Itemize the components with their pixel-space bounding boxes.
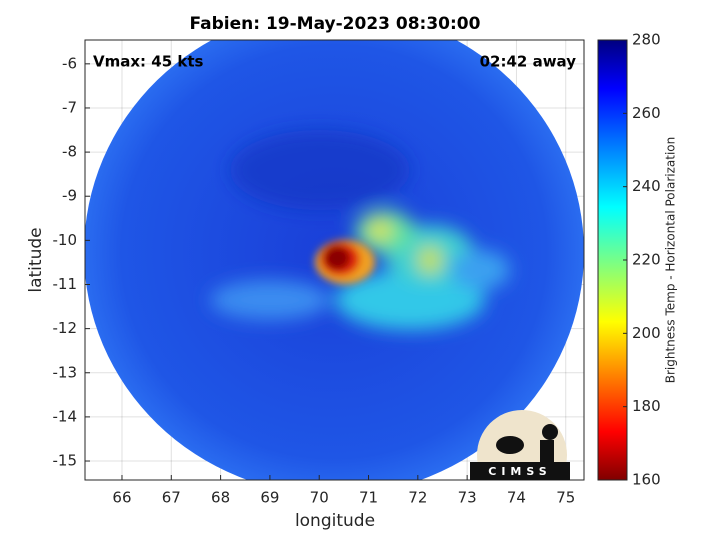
axes: 66 67 68 69 70 71 72 73 74 75 -15 -14 -13 -12 -11 -10 -9… [53,54,576,506]
x-tick-label: 70 [310,489,329,507]
x-tick-label: 74 [507,489,526,507]
colorbar-tick-label: 260 [632,104,661,122]
eyewall [315,240,375,284]
colorbar-tick-label: 280 [632,31,661,49]
x-tick-label: 69 [260,489,279,507]
x-axis-label: longitude [295,511,375,531]
colorbar-tick-label: 200 [632,324,661,342]
x-tick-label: 68 [211,489,230,507]
colorbar-tick-label: 220 [632,251,661,269]
x-tick-label: 73 [458,489,477,507]
y-tick-label: -7 [62,98,77,116]
x-tick-label: 75 [556,489,575,507]
y-tick-label: -13 [53,363,78,381]
y-tick-label: -10 [53,231,78,249]
annotation: Vmax: 45 kts [93,53,203,71]
colorbar-label: Brightness Temp - Horizontal Polarizatio… [664,137,678,384]
y-tick-label: -14 [53,407,78,425]
colorbar-tick-label: 180 [632,397,661,415]
y-tick-label: -15 [53,452,78,470]
annotation: 02:42 away [480,53,577,71]
colorbar-tick-label: 160 [632,471,661,489]
x-tick-label: 71 [359,489,378,507]
y-tick-label: -8 [62,143,77,161]
x-tick-label: 67 [162,489,181,507]
colorbar [597,39,628,481]
colorbar-tick-label: 240 [632,177,661,195]
logo: CIMSS [470,410,570,480]
x-tick-label: 72 [408,489,427,507]
y-tick-label: -9 [62,187,77,205]
y-axis-label: latitude [26,227,46,292]
plot-frame [84,39,585,481]
y-tick-label: -11 [53,275,78,293]
image [85,40,584,480]
y-tick-label: -6 [62,54,77,72]
logo-text: CIMSS [488,465,551,478]
chart-title: Fabien: 19-May-2023 08:30:00 [190,14,481,34]
warm-structure [210,130,510,330]
y-tick-label: -12 [53,319,78,337]
x-tick-label: 66 [112,489,131,507]
